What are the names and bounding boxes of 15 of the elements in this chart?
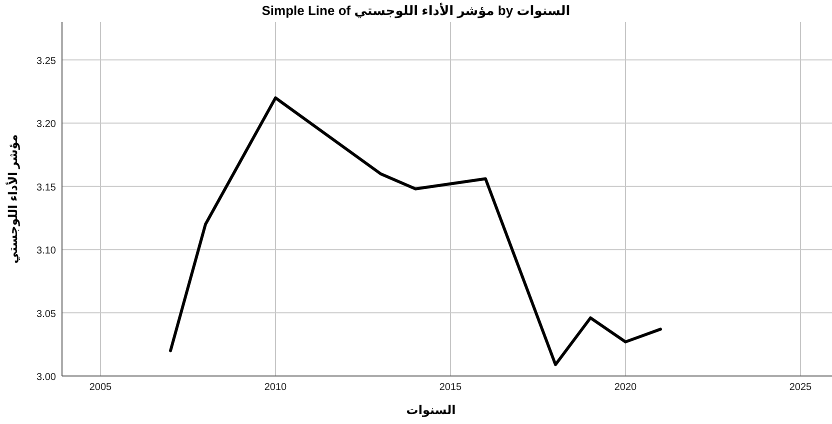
x-tick-label: 2005 <box>89 382 112 393</box>
y-tick-label: 3.15 <box>36 182 56 194</box>
x-tick-label: 2015 <box>439 382 462 393</box>
chart-title: Simple Line of مؤشر الأداء اللوجستي by السنوات <box>262 2 570 19</box>
x-axis-title: السنوات <box>406 403 456 417</box>
x-tick-label: 2020 <box>614 382 638 393</box>
y-tick-label: 3.10 <box>36 246 56 257</box>
y-tick-label: 3.05 <box>36 308 56 320</box>
x-tick-label: 2025 <box>789 382 812 393</box>
y-axis-title: مؤشر الأداء اللوجستي <box>5 134 20 264</box>
y-tick-label: 3.25 <box>36 56 56 67</box>
line-series <box>169 96 662 366</box>
y-tick-label: 3.00 <box>36 372 56 383</box>
x-tick-label: 2010 <box>264 382 288 393</box>
y-tick-label: 3.20 <box>36 119 56 130</box>
